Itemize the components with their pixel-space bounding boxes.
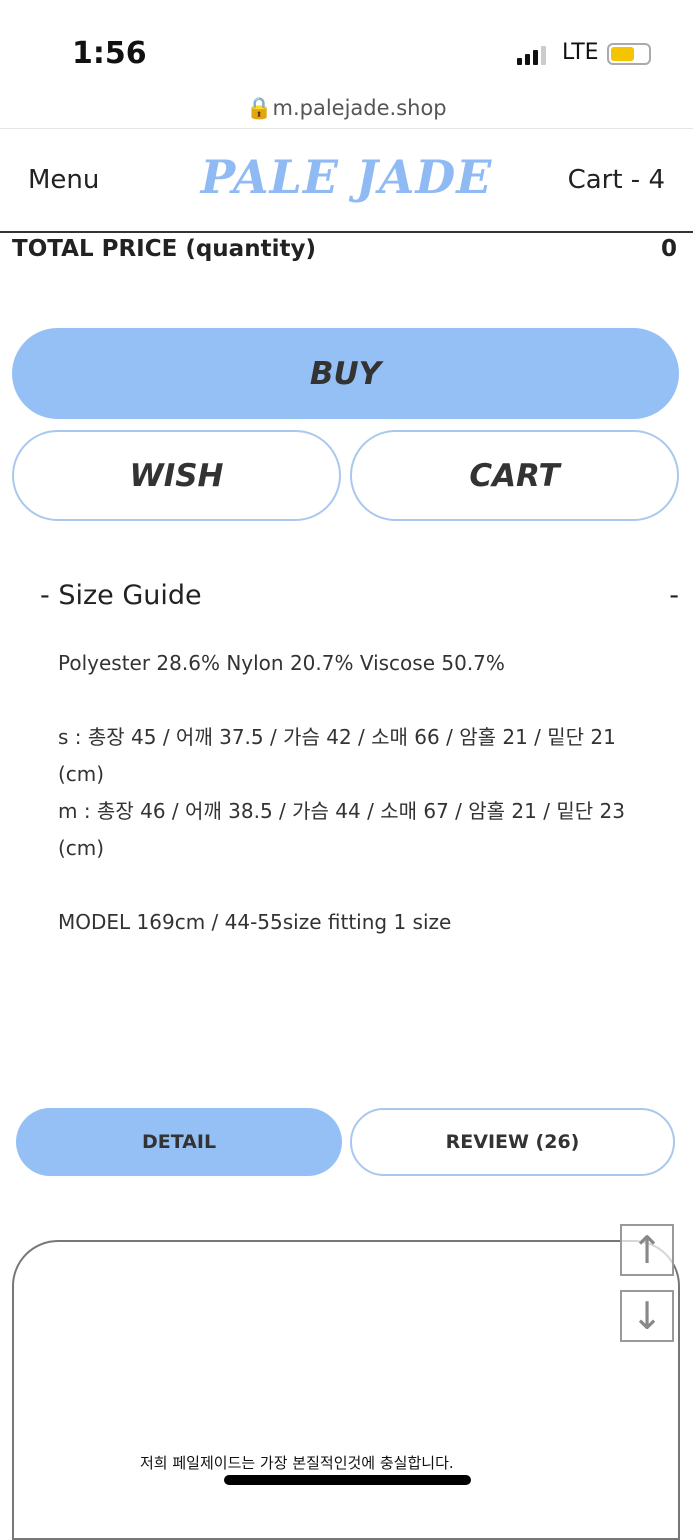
- lock-icon: 🔒: [246, 96, 273, 120]
- scroll-down-button[interactable]: ↓: [620, 1290, 674, 1342]
- buy-button[interactable]: BUY: [12, 328, 679, 419]
- wish-button[interactable]: WISH: [12, 430, 341, 521]
- home-indicator[interactable]: [224, 1475, 471, 1485]
- url-text: m.palejade.shop: [272, 96, 447, 120]
- arrow-down-icon: ↓: [631, 1294, 663, 1338]
- size-s-text: s : 총장 45 / 어깨 37.5 / 가슴 42 / 소매 66 / 암홀…: [58, 725, 616, 786]
- menu-button[interactable]: Menu: [28, 165, 100, 195]
- battery-icon: [607, 43, 651, 65]
- add-to-cart-button[interactable]: CART: [350, 430, 679, 521]
- total-price-label: TOTAL PRICE (quantity): [12, 236, 316, 262]
- size-guide-content: Polyester 28.6% Nylon 20.7% Viscose 50.7…: [58, 645, 648, 941]
- divider: [0, 128, 693, 129]
- cart-link[interactable]: Cart - 4: [567, 165, 665, 195]
- total-price-value: 0: [660, 236, 677, 262]
- detail-image: [12, 1240, 680, 1540]
- arrow-up-icon: ↑: [631, 1228, 663, 1272]
- logo[interactable]: PALE JADE: [200, 150, 493, 204]
- status-time: 1:56: [72, 36, 147, 71]
- tab-detail[interactable]: DETAIL: [16, 1108, 342, 1176]
- size-guide-title[interactable]: - Size Guide: [40, 580, 202, 611]
- model-text: MODEL 169cm / 44-55size fitting 1 size: [58, 910, 452, 934]
- signal-icon: [517, 46, 546, 65]
- scroll-up-button[interactable]: ↑: [620, 1224, 674, 1276]
- network-label: LTE: [562, 40, 599, 65]
- material-text: Polyester 28.6% Nylon 20.7% Viscose 50.7…: [58, 651, 505, 675]
- size-m-text: m : 총장 46 / 어깨 38.5 / 가슴 44 / 소매 67 / 암홀…: [58, 799, 625, 860]
- url-bar[interactable]: 🔒m.palejade.shop: [0, 96, 693, 121]
- tab-review[interactable]: REVIEW (26): [350, 1108, 675, 1176]
- size-guide-toggle[interactable]: -: [669, 580, 679, 611]
- divider: [0, 231, 693, 233]
- detail-image-text: 저희 페일제이드는 가장 본질적인것에 충실합니다.: [140, 1454, 454, 1472]
